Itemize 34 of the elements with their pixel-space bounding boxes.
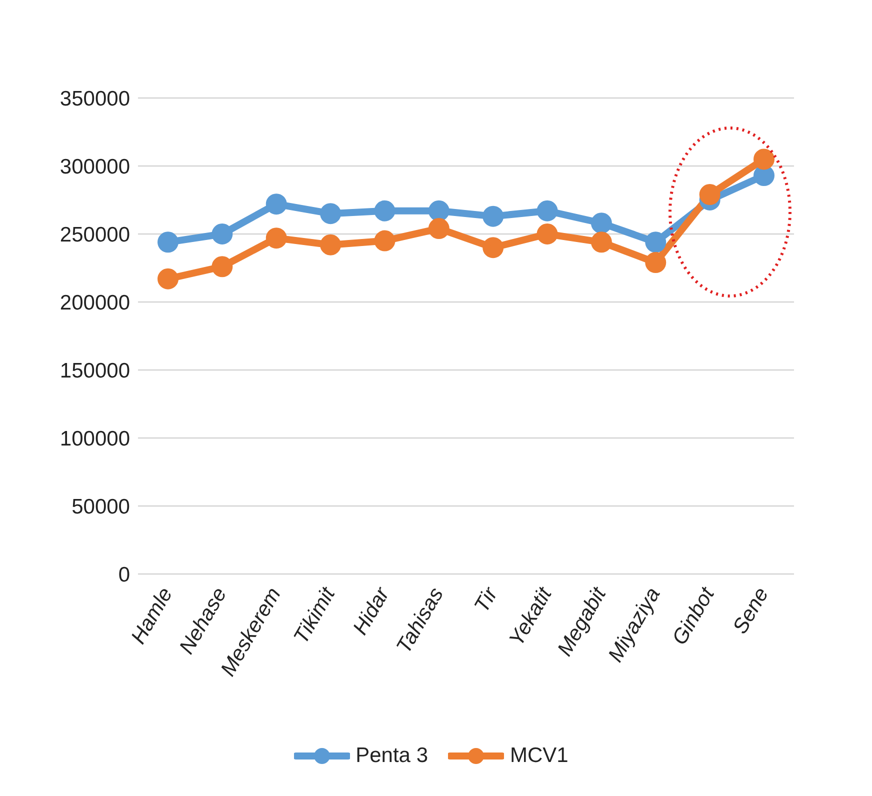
x-tick-label: Tir — [470, 582, 503, 616]
legend-label: Penta 3 — [354, 744, 428, 768]
point — [320, 234, 342, 256]
y-tick-label: 200000 — [60, 291, 130, 314]
point — [482, 237, 504, 258]
point — [699, 184, 720, 206]
y-tick-label: 0 — [118, 563, 130, 586]
y-tick-label: 150000 — [60, 359, 130, 382]
point — [266, 194, 287, 215]
point — [320, 203, 342, 224]
point — [590, 212, 612, 234]
point — [266, 228, 287, 249]
point — [158, 268, 178, 290]
point — [754, 148, 774, 170]
point — [428, 218, 450, 240]
y-tick-label: 50000 — [72, 495, 130, 518]
legend-label: MCV1 — [509, 744, 568, 768]
point — [212, 256, 233, 278]
point — [428, 200, 450, 222]
point — [158, 232, 178, 253]
point — [754, 165, 774, 186]
point — [374, 230, 396, 252]
point — [645, 232, 666, 253]
point — [536, 200, 558, 222]
point — [536, 224, 558, 244]
point — [374, 200, 396, 222]
y-tick-label: 300000 — [60, 155, 130, 178]
point — [590, 232, 612, 253]
y-tick-label: 100000 — [60, 427, 130, 450]
point — [645, 252, 666, 274]
y-tick-label: 350000 — [60, 87, 130, 110]
point — [212, 224, 233, 244]
y-tick-label: 250000 — [60, 223, 130, 246]
point — [482, 206, 504, 227]
